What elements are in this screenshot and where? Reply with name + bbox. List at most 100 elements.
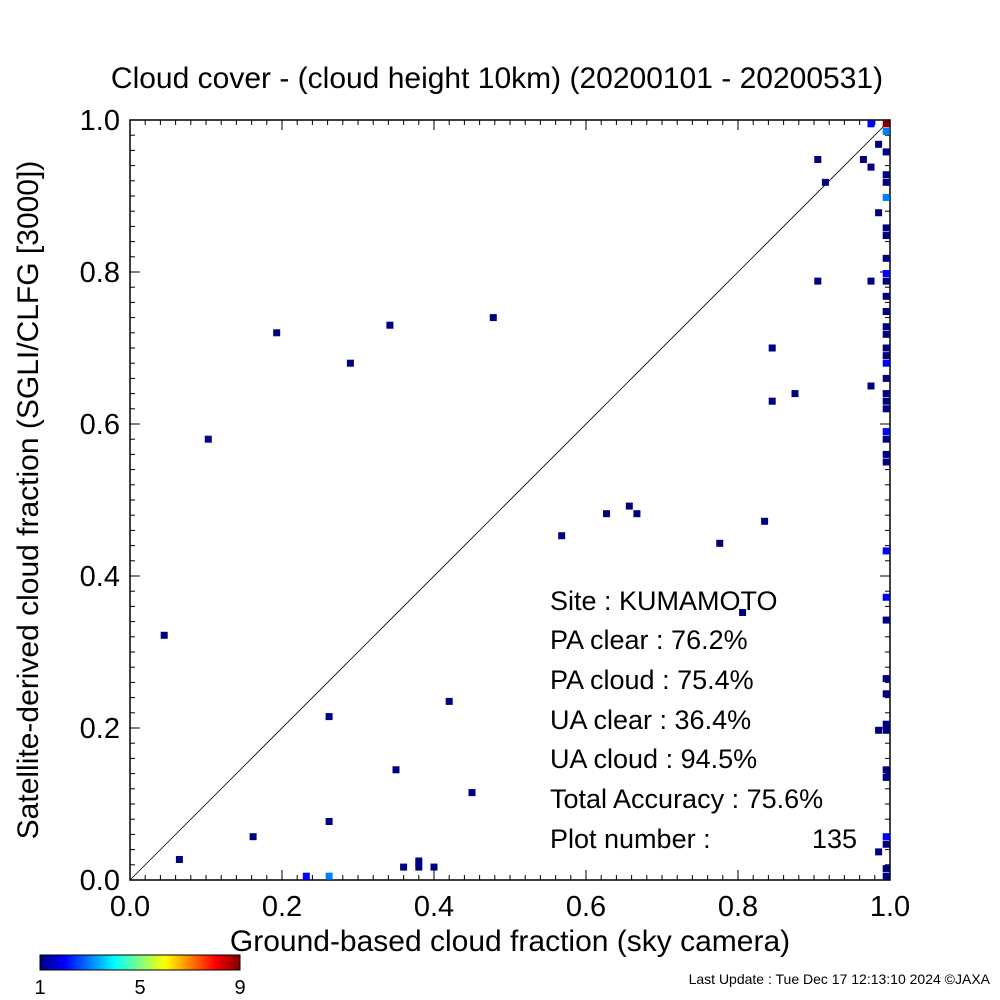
scatter-point bbox=[882, 232, 890, 240]
scatter-point bbox=[249, 833, 257, 841]
scatter-point bbox=[325, 713, 333, 721]
scatter-point bbox=[882, 352, 890, 360]
stats-ua-clear: UA clear : 36.4% bbox=[550, 705, 751, 735]
scatter-point bbox=[325, 817, 333, 825]
scatter-point bbox=[882, 374, 890, 382]
scatter-point bbox=[867, 120, 875, 128]
scatter-point bbox=[882, 773, 890, 781]
scatter-point bbox=[882, 872, 890, 880]
scatter-point bbox=[882, 428, 890, 436]
scatter-point bbox=[716, 539, 724, 547]
colorbar-labels: 1 5 9 bbox=[34, 977, 245, 999]
y-axis-label: Satellite-derived cloud fraction (SGLI/C… bbox=[12, 161, 45, 840]
scatter-point bbox=[882, 292, 890, 300]
scatter-point bbox=[882, 323, 890, 331]
stats-pa-clear: PA clear : 76.2% bbox=[550, 625, 748, 655]
scatter-point bbox=[867, 277, 875, 285]
scatter-point bbox=[882, 397, 890, 405]
scatter-point bbox=[814, 277, 822, 285]
scatter-point bbox=[273, 329, 281, 337]
stats-plot-number-value: 135 bbox=[812, 824, 857, 854]
scatter-point bbox=[882, 405, 890, 413]
scatter-point bbox=[302, 872, 310, 880]
scatter-point bbox=[415, 863, 423, 871]
scatter-point bbox=[325, 872, 333, 880]
scatter-point bbox=[625, 502, 633, 510]
scatter-point bbox=[882, 840, 890, 848]
scatter-point bbox=[882, 450, 890, 458]
scatter-point bbox=[415, 857, 423, 865]
y-tick-label: 0.4 bbox=[80, 561, 120, 593]
scatter-point bbox=[386, 321, 394, 329]
scatter-point bbox=[882, 359, 890, 367]
scatter-point bbox=[882, 254, 890, 262]
scatter-point bbox=[445, 697, 453, 705]
stats-ua-cloud: UA cloud : 94.5% bbox=[550, 744, 757, 774]
scatter-point bbox=[875, 726, 883, 734]
scatter-point bbox=[882, 308, 890, 316]
y-tick-label: 0.6 bbox=[80, 409, 120, 441]
scatter-point bbox=[882, 726, 890, 734]
scatter-point bbox=[400, 863, 408, 871]
scatter-point bbox=[768, 344, 776, 352]
scatter-point bbox=[882, 120, 890, 128]
stats-block: Site : KUMAMOTO PA clear : 76.2% PA clou… bbox=[550, 586, 857, 854]
last-update: Last Update : Tue Dec 17 12:13:10 2024 ©… bbox=[689, 971, 991, 987]
scatter-point bbox=[882, 171, 890, 179]
colorbar-tick-label: 9 bbox=[234, 977, 245, 999]
scatter-point bbox=[882, 865, 890, 873]
scatter-point bbox=[882, 270, 890, 278]
colorbar-tick-label: 5 bbox=[134, 977, 145, 999]
scatter-point bbox=[875, 848, 883, 856]
scatter-point bbox=[882, 675, 890, 683]
colorbar bbox=[39, 954, 241, 971]
scatter-point bbox=[882, 148, 890, 156]
scatter-point bbox=[791, 390, 799, 398]
scatter-point bbox=[867, 163, 875, 171]
scatter-point bbox=[859, 156, 867, 164]
scatter-point bbox=[175, 855, 183, 863]
scatter-point bbox=[882, 344, 890, 352]
scatter-point bbox=[882, 194, 890, 202]
scatter-point bbox=[875, 140, 883, 148]
scatter-point bbox=[768, 397, 776, 405]
scatter-point bbox=[821, 178, 829, 186]
scatter-point bbox=[430, 863, 438, 871]
chart-title: Cloud cover - (cloud height 10km) (20200… bbox=[111, 62, 883, 95]
axis-tick-labels: 0.0 0.2 0.4 0.6 0.8 1.0 0.0 0.2 0.4 0.6 0.8 1.0 bbox=[80, 105, 910, 923]
scatter-point bbox=[882, 224, 890, 232]
scatter-point bbox=[882, 690, 890, 698]
colorbar-tick-label: 1 bbox=[34, 977, 45, 999]
scatter-point bbox=[468, 789, 476, 797]
x-tick-label: 0.8 bbox=[718, 891, 758, 923]
x-axis-label: Ground-based cloud fraction (sky camera) bbox=[230, 925, 790, 958]
y-tick-label: 0.2 bbox=[80, 713, 120, 745]
scatter-point bbox=[489, 314, 497, 322]
stats-site: Site : KUMAMOTO bbox=[550, 586, 778, 616]
scatter-point bbox=[739, 608, 747, 616]
y-tick-label: 0.8 bbox=[80, 257, 120, 289]
scatter-point bbox=[882, 720, 890, 728]
scatter-point bbox=[875, 209, 883, 217]
scatter-point bbox=[160, 631, 168, 639]
y-tick-label: 1.0 bbox=[80, 105, 120, 137]
stats-plot-number-label: Plot number : bbox=[550, 824, 711, 854]
scatter-point bbox=[204, 435, 212, 443]
scatter-point bbox=[882, 127, 890, 135]
stats-total-accuracy: Total Accuracy : 75.6% bbox=[550, 784, 823, 814]
scatter-points bbox=[160, 120, 890, 880]
scatter-point bbox=[882, 547, 890, 555]
scatter-point bbox=[882, 277, 890, 285]
scatter-point bbox=[867, 382, 875, 390]
scatter-point bbox=[558, 532, 566, 540]
scatter-point bbox=[882, 458, 890, 466]
scatter-point bbox=[633, 510, 641, 518]
scatter-point bbox=[761, 517, 769, 525]
x-tick-label: 1.0 bbox=[870, 891, 910, 923]
x-tick-label: 0.6 bbox=[566, 891, 606, 923]
scatter-point bbox=[882, 766, 890, 774]
scatter-point bbox=[882, 178, 890, 186]
scatter-point bbox=[346, 359, 354, 367]
scatter-point bbox=[882, 593, 890, 601]
